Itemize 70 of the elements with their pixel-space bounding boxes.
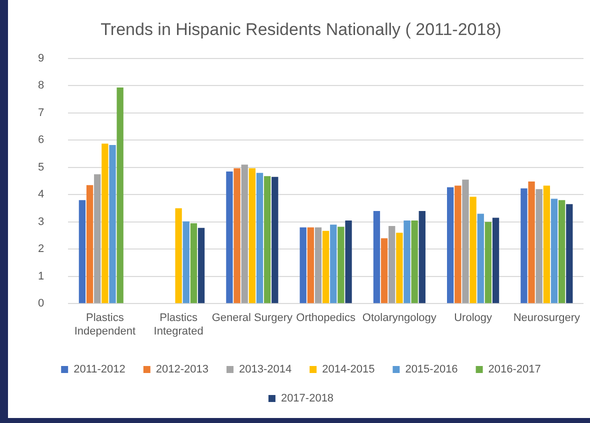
bar [418,210,426,304]
bar [492,218,500,304]
legend-label: 2017-2018 [280,392,334,405]
bar [116,88,124,304]
bar [86,185,94,304]
bar [314,227,322,304]
bar [345,220,352,304]
bar [566,204,573,304]
bar [109,145,116,304]
x-tick-label: Urology [454,312,493,324]
bar [520,188,528,304]
bar [241,164,248,304]
y-tick-label: 6 [38,134,44,146]
bar [102,144,108,304]
y-tick-label: 1 [38,270,44,282]
bar [330,224,337,304]
bar [396,232,403,304]
x-tick-label: Orthopedics [296,312,356,324]
bar [543,186,550,304]
bar [447,187,454,304]
bar [454,186,462,304]
bar [322,230,330,304]
bar [484,222,492,304]
y-tick-label: 8 [38,80,44,92]
bar [226,171,233,304]
x-tick-label: Plastics Integrated [154,312,204,338]
bar [373,210,380,304]
y-tick-label: 5 [38,161,44,174]
x-tick-label: General Surgery [212,312,294,324]
x-tick-label: Neurosurgery [513,312,580,324]
bar [404,220,410,304]
bar [248,168,256,304]
bar [380,238,388,304]
y-tick-label: 7 [38,106,44,119]
y-tick-label: 4 [38,188,44,201]
bar [558,200,566,304]
bar [300,227,306,304]
legend-label: 2016-2017 [488,364,541,376]
y-tick-label: 2 [38,243,44,256]
legend-label: 2012-2013 [156,364,208,376]
bar [256,172,264,304]
legend-label: 2014-2015 [322,364,375,376]
x-tick-label: Otolaryngology [362,312,437,324]
bar [536,189,542,304]
chart-title: Trends in Hispanic Residents Nationally ( 2011-2018) [100,20,502,39]
bar [272,176,278,304]
bar [198,228,205,304]
bar [550,198,558,304]
bar [338,226,344,304]
bar [528,182,535,304]
bar [307,227,314,304]
y-tick-label: 9 [38,52,44,64]
bar [78,200,86,304]
bar [182,221,190,304]
bar [94,174,101,304]
bar [234,168,240,304]
bar [462,180,469,304]
legend-label: 2013-2014 [238,364,292,376]
x-tick-label: Plastics Independent [74,312,136,338]
bar [190,223,198,304]
bar [477,214,484,304]
y-tick-label: 3 [38,216,44,228]
y-tick-label: 0 [38,298,44,310]
bar [175,208,182,304]
bar [470,196,476,304]
legend-label: 2015-2016 [405,364,458,376]
bar [388,226,396,304]
legend-label: 2011-2012 [74,364,126,376]
bar [264,176,271,304]
bar [411,220,418,304]
